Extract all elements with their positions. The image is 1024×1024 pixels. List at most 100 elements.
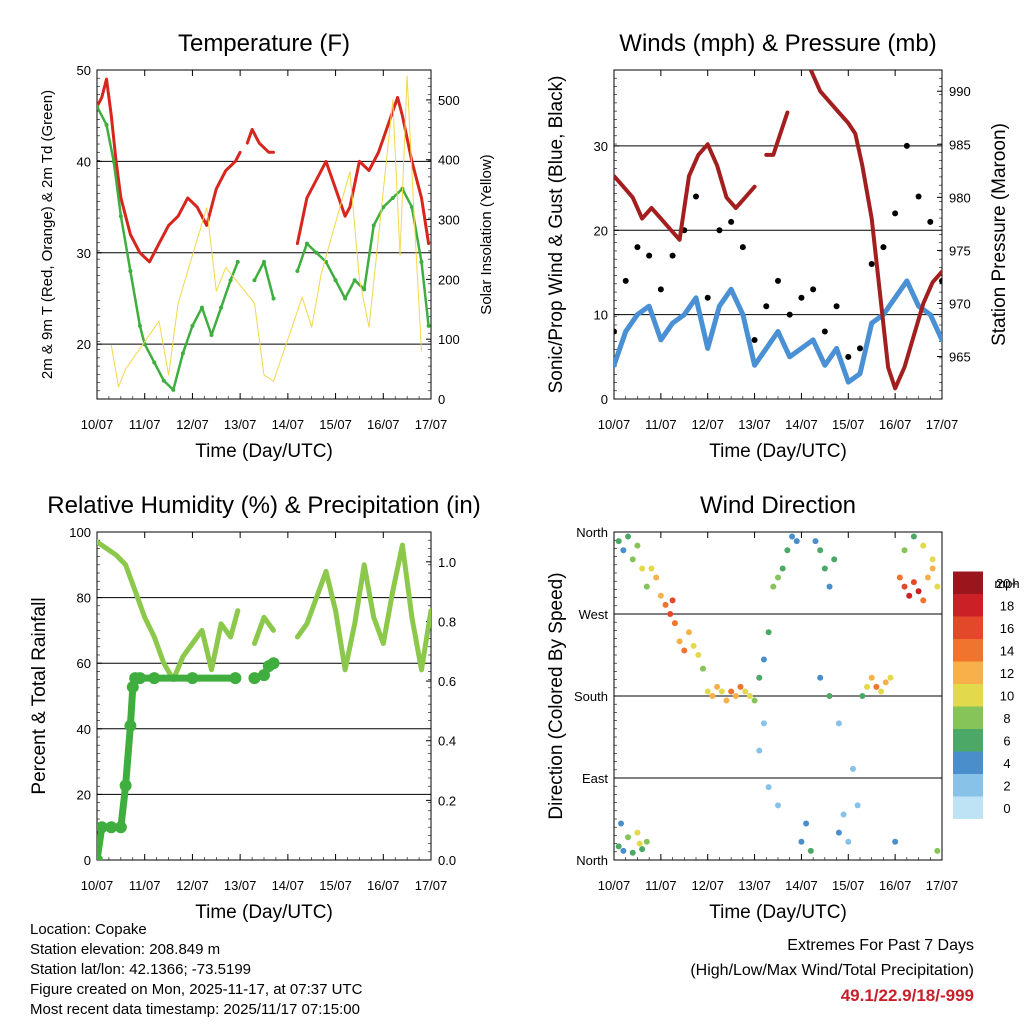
series-total-precipitation-b--point [258, 669, 270, 682]
chart-title: Winds (mph) & Pressure (mb) [619, 30, 936, 57]
series-total-precipitation [97, 674, 239, 860]
x-tick-label: 17/07 [926, 417, 959, 432]
series-2m-td-point [180, 351, 185, 356]
series-gust-point [810, 286, 817, 293]
x-tick-label: 16/07 [367, 878, 400, 893]
x-tick-label: 11/07 [129, 417, 161, 432]
figure-created: Figure created on Mon, 2025-11-17, at 07… [30, 981, 363, 998]
series-gust-point [798, 294, 805, 301]
series-2m-td-c--point [295, 269, 300, 274]
series-2m-td-c--point [362, 287, 367, 292]
series-2m-td-point [199, 305, 204, 310]
series-gust-point [763, 303, 770, 310]
direction-point [840, 811, 847, 818]
y-axis-label: Sonic/Prop Wind & Gust (Blue, Black) [546, 76, 567, 394]
y-tick-label: North [576, 525, 608, 540]
series-total-precipitation-point [133, 672, 146, 685]
series-total-precipitation-point [105, 821, 118, 834]
direction-point [807, 847, 814, 854]
chart-humidity-precip: Relative Humidity (%) & Precipitation (i… [29, 492, 481, 923]
colorbar-label: 14 [1000, 643, 1014, 658]
direction-point [854, 802, 861, 809]
series-2m-t-b- [245, 127, 275, 154]
series-gust-point [903, 142, 910, 149]
extremes-panel: Extremes For Past 7 Days (High/Low/Max W… [690, 933, 974, 1008]
direction-point [629, 849, 636, 856]
plot-frame [96, 531, 432, 861]
extremes-title: Extremes For Past 7 Days [787, 937, 974, 954]
y-tick-label: East [582, 771, 608, 786]
colorbar-label: 6 [1003, 733, 1010, 748]
chart-winds-pressure: Winds (mph) & Pressure (mb) 0 10 20 30 965 970… [546, 30, 1010, 462]
x-tick-label: 16/07 [367, 417, 400, 432]
x-tick-label: 10/07 [598, 417, 631, 432]
colorbar-label: 10 [1000, 688, 1014, 703]
x-axis-label: Time (Day/UTC) [709, 441, 847, 462]
series-gust-point [634, 244, 641, 251]
y2-tick-label: 970 [949, 296, 971, 311]
direction-point [779, 565, 786, 572]
colorbar-swatch [953, 661, 983, 684]
y2-tick-label: 975 [949, 243, 971, 258]
series-gust-point [857, 345, 863, 352]
x-tick-label: 12/07 [691, 417, 724, 432]
series-2m-td-c--point [333, 278, 338, 283]
direction-point [667, 611, 674, 617]
direction-point [887, 674, 894, 681]
direction-point [760, 720, 767, 727]
y2-tick-label: 0.8 [438, 614, 456, 629]
chart-title: Wind Direction [700, 492, 856, 519]
y-tick-label: 30 [594, 139, 608, 154]
direction-point [636, 840, 643, 847]
direction-point [643, 838, 650, 845]
y-tick-label: 20 [77, 337, 91, 352]
direction-point [920, 542, 927, 549]
series-2m-t [97, 77, 242, 264]
extremes-values: 49.1/22.9/18/-999 [840, 986, 974, 1005]
series-gust-point [868, 261, 875, 268]
direction-point [821, 565, 828, 572]
x-tick-label: 17/07 [415, 878, 448, 893]
direction-point [803, 820, 810, 827]
direction-point [690, 642, 697, 649]
plot-frame [613, 69, 943, 400]
direction-point [756, 747, 763, 754]
direction-point [784, 547, 791, 554]
colorbar-label: 4 [1003, 756, 1010, 771]
x-tick-label: 13/07 [224, 417, 257, 432]
direction-point [798, 838, 805, 845]
direction-point [765, 784, 772, 791]
direction-point [625, 834, 632, 841]
series-2m-td-point [161, 378, 166, 383]
direction-point [615, 843, 622, 850]
direction-point [929, 556, 936, 563]
series-relative-humidity-c- [294, 542, 431, 673]
colorbar-swatch [953, 706, 983, 729]
y2-tick-label: 985 [949, 137, 971, 152]
series-gust-point [622, 277, 629, 284]
direction-point [878, 688, 885, 695]
y2-tick-label: 300 [438, 213, 460, 228]
series-gust-point [614, 328, 617, 335]
station-elevation: Station elevation: 208.849 m [30, 941, 221, 958]
direction-point [643, 583, 650, 590]
colorbar-label: 18 [1000, 598, 1014, 613]
series-2m-td-point [152, 360, 157, 365]
y-tick-label: 50 [77, 63, 91, 78]
series-2m-td-point [104, 122, 109, 127]
y-tick-label: 10 [594, 308, 608, 323]
y2-axis-label: Solar Insolation (Yellow) [478, 154, 495, 314]
direction-point [826, 693, 833, 699]
direction-point [765, 629, 772, 636]
series-total-precipitation-point [124, 719, 137, 732]
y2-tick-label: 100 [438, 332, 460, 347]
direction-point [728, 688, 735, 695]
series-total-precipitation-point [119, 779, 132, 792]
y-tick-label: 20 [594, 223, 608, 238]
direction-point [817, 547, 824, 554]
direction-point [882, 679, 889, 686]
series-total-precipitation-point [229, 672, 242, 685]
y-tick-label: 40 [77, 722, 91, 737]
series-2m-td-b--point [271, 296, 276, 301]
